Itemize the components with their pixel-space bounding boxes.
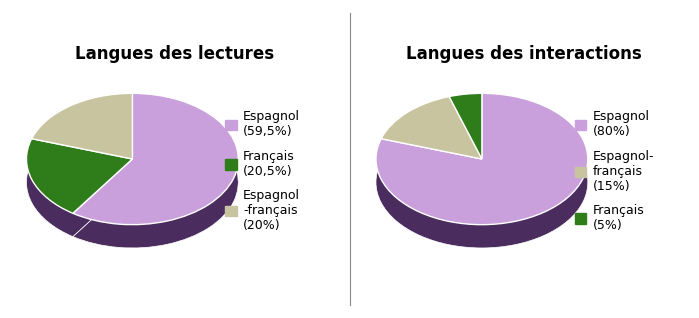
Wedge shape bbox=[376, 93, 588, 225]
Wedge shape bbox=[449, 93, 482, 159]
Text: Langues des lectures: Langues des lectures bbox=[75, 45, 274, 63]
Wedge shape bbox=[31, 93, 132, 159]
Text: Langues des interactions: Langues des interactions bbox=[406, 45, 642, 63]
Wedge shape bbox=[73, 93, 238, 225]
Wedge shape bbox=[27, 139, 132, 213]
Legend: Espagnol
(59,5%), Français
(20,5%), Espagnol
-français
(20%): Espagnol (59,5%), Français (20,5%), Espa… bbox=[223, 108, 303, 234]
Wedge shape bbox=[376, 117, 588, 248]
Wedge shape bbox=[381, 97, 482, 159]
Wedge shape bbox=[27, 162, 132, 237]
Legend: Espagnol
(80%), Espagnol-
français
(15%), Français
(5%): Espagnol (80%), Espagnol- français (15%)… bbox=[572, 108, 656, 234]
Wedge shape bbox=[73, 117, 238, 248]
Wedge shape bbox=[31, 117, 132, 182]
Wedge shape bbox=[449, 117, 482, 182]
Wedge shape bbox=[381, 120, 482, 182]
